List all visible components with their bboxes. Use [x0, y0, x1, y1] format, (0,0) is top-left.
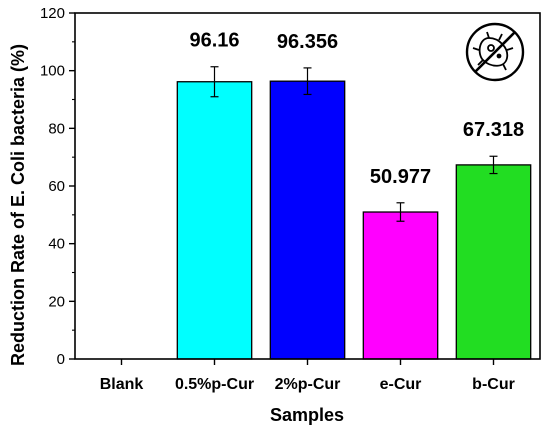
data-labels-group: 96.16 96.356 50.977 67.318 [189, 30, 524, 188]
y-axis-ticks: 0 20 40 60 80 100 120 [40, 5, 75, 368]
no-bacteria-icon [465, 22, 525, 82]
data-label: 50.977 [370, 166, 431, 188]
x-axis-title: Samples [270, 405, 344, 425]
data-label: 96.356 [277, 31, 338, 53]
y-tick-label: 100 [40, 63, 65, 80]
y-tick-label: 40 [48, 236, 65, 253]
y-axis-title: Reduction Rate of E. Coli bacteria (%) [8, 44, 28, 366]
bar [269, 80, 346, 360]
x-tick-label: e-Cur [380, 376, 422, 393]
x-tick-label: 2%p-Cur [275, 376, 341, 393]
y-tick-label: 20 [48, 293, 65, 310]
data-label: 67.318 [463, 119, 524, 141]
x-tick-label: 0.5%p-Cur [175, 376, 254, 393]
bar [176, 81, 253, 360]
y-tick-label: 120 [40, 5, 65, 22]
x-tick-label: Blank [100, 376, 144, 393]
data-label: 96.16 [189, 30, 239, 52]
y-tick-label: 0 [57, 351, 65, 368]
x-axis-ticks: Blank 0.5%p-Cur 2%p-Cur e-Cur b-Cur [100, 359, 515, 393]
bar [362, 211, 439, 360]
y-tick-label: 60 [48, 178, 65, 195]
y-tick-label: 80 [48, 120, 65, 137]
error-bars-group [210, 66, 498, 222]
plot-frame [74, 12, 541, 360]
x-tick-label: b-Cur [472, 376, 515, 393]
bar [455, 164, 532, 360]
